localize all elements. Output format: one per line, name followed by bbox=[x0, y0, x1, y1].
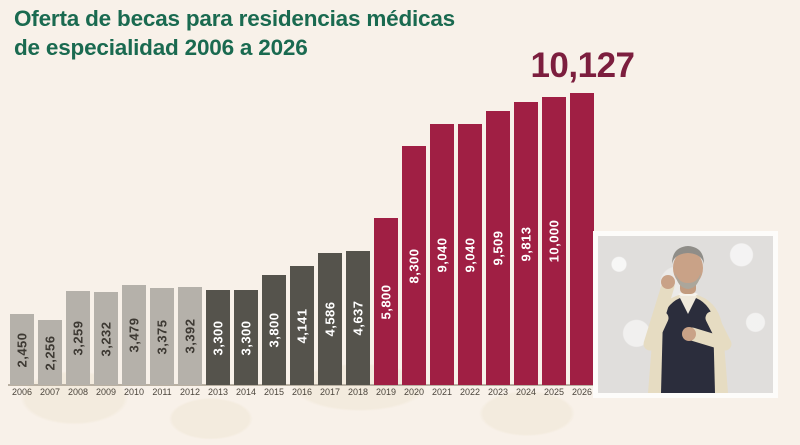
bar-2014: 3,300 bbox=[234, 290, 258, 385]
x-axis-tick-2012: 2012 bbox=[179, 387, 201, 397]
bar-2011: 3,375 bbox=[150, 288, 174, 385]
bar-2025: 10,000 bbox=[542, 97, 566, 385]
bar-2020: 8,300 bbox=[402, 146, 426, 385]
bar-column-2012: 3,392 2012 bbox=[178, 287, 202, 399]
bar-column-2014: 3,300 2014 bbox=[234, 290, 258, 399]
bar-column-2015: 3,800 2015 bbox=[262, 275, 286, 399]
bar-value-label-2021: 9,040 bbox=[434, 236, 450, 273]
bar-value-label-2015: 3,800 bbox=[266, 312, 282, 348]
chart-title-line1: Oferta de becas para residencias médicas bbox=[14, 6, 455, 31]
x-axis-tick-2026: 2026 bbox=[571, 387, 593, 397]
bar-value-label-2006: 2,450 bbox=[14, 331, 30, 368]
bar-2017: 4,586 bbox=[318, 253, 342, 385]
bar-value-label-2019: 5,800 bbox=[378, 283, 394, 320]
bar-column-2018: 4,637 2018 bbox=[346, 251, 370, 399]
x-axis-tick-2022: 2022 bbox=[459, 387, 481, 397]
x-axis-line bbox=[8, 384, 597, 386]
bar-column-2009: 3,232 2009 bbox=[94, 292, 118, 399]
x-axis-tick-2010: 2010 bbox=[123, 387, 145, 397]
chart-title: Oferta de becas para residencias médicas… bbox=[14, 5, 455, 63]
bar-value-label-2020: 8,300 bbox=[406, 247, 422, 284]
x-axis-tick-2015: 2015 bbox=[263, 387, 285, 397]
x-axis-tick-2006: 2006 bbox=[11, 387, 33, 397]
x-axis-tick-2017: 2017 bbox=[319, 387, 341, 397]
chart-title-line2: de especialidad 2006 a 2026 bbox=[14, 34, 308, 60]
bar-column-2013: 3,300 2013 bbox=[206, 290, 230, 399]
bar-2022: 9,040 bbox=[458, 124, 482, 385]
bar-value-label-2008: 3,259 bbox=[70, 320, 86, 356]
bar-column-2007: 2,256 2007 bbox=[38, 320, 62, 399]
x-axis-tick-2019: 2019 bbox=[375, 387, 397, 397]
bar-value-label-2022: 9,040 bbox=[462, 236, 478, 273]
bar-2012: 3,392 bbox=[178, 287, 202, 385]
x-axis-tick-2009: 2009 bbox=[95, 387, 117, 397]
bar-value-label-2009: 3,232 bbox=[98, 320, 114, 357]
bar-column-2011: 3,375 2011 bbox=[150, 288, 174, 399]
bar-2024: 9,813 bbox=[514, 102, 538, 385]
bar-column-2016: 4,141 2016 bbox=[290, 266, 314, 399]
x-axis-tick-2007: 2007 bbox=[39, 387, 61, 397]
bar-column-2020: 8,300 2020 bbox=[402, 146, 426, 399]
x-axis-tick-2018: 2018 bbox=[347, 387, 369, 397]
bar-value-label-2011: 3,375 bbox=[154, 318, 170, 355]
x-axis-tick-2025: 2025 bbox=[543, 387, 565, 397]
x-axis-tick-2023: 2023 bbox=[487, 387, 509, 397]
bar-column-2021: 9,040 2021 bbox=[430, 124, 454, 399]
bar-value-label-2013: 3,300 bbox=[210, 319, 226, 356]
interpreter-backdrop bbox=[598, 236, 773, 393]
bar-2010: 3,479 bbox=[122, 285, 146, 385]
bar-column-2025: 10,000 2025 bbox=[542, 97, 566, 399]
bar-column-2024: 9,813 2024 bbox=[514, 102, 538, 399]
x-axis-tick-2024: 2024 bbox=[515, 387, 537, 397]
bar-value-label-2016: 4,141 bbox=[294, 307, 310, 344]
x-axis-tick-2014: 2014 bbox=[235, 387, 257, 397]
x-axis-tick-2016: 2016 bbox=[291, 387, 313, 397]
bar-2013: 3,300 bbox=[206, 290, 230, 385]
bar-2015: 3,800 bbox=[262, 275, 286, 385]
bar-column-2010: 3,479 2010 bbox=[122, 285, 146, 399]
x-axis-tick-2008: 2008 bbox=[67, 387, 89, 397]
x-axis-tick-2011: 2011 bbox=[152, 387, 172, 397]
highlight-value: 10,127 bbox=[530, 46, 635, 85]
sign-language-interpreter-illustration bbox=[643, 246, 732, 393]
x-axis-tick-2013: 2013 bbox=[207, 387, 229, 397]
bar-column-2023: 9,509 2023 bbox=[486, 111, 510, 399]
bar-column-2022: 9,040 2022 bbox=[458, 124, 482, 399]
bar-column-2008: 3,259 2008 bbox=[66, 291, 90, 399]
bar-value-label-2017: 4,586 bbox=[322, 301, 338, 337]
bar-2021: 9,040 bbox=[430, 124, 454, 385]
bar-column-2017: 4,586 2017 bbox=[318, 253, 342, 399]
bar-column-2026: 2026 bbox=[570, 93, 594, 399]
x-axis-tick-2021: 2021 bbox=[431, 387, 453, 397]
bar-2007: 2,256 bbox=[38, 320, 62, 385]
bar-value-label-2007: 2,256 bbox=[42, 334, 58, 371]
x-axis-tick-2020: 2020 bbox=[403, 387, 425, 397]
bar-value-label-2014: 3,300 bbox=[238, 319, 254, 356]
bar-2009: 3,232 bbox=[94, 292, 118, 385]
bar-2019: 5,800 bbox=[374, 218, 398, 385]
bar-value-label-2023: 9,509 bbox=[490, 230, 506, 266]
bar-value-label-2012: 3,392 bbox=[182, 318, 198, 354]
bar-column-2019: 5,800 2019 bbox=[374, 218, 398, 399]
bar-column-2006: 2,450 2006 bbox=[10, 314, 34, 399]
bar-2008: 3,259 bbox=[66, 291, 90, 385]
bar-2018: 4,637 bbox=[346, 251, 370, 385]
bar-value-label-2024: 9,813 bbox=[518, 225, 534, 262]
bar-2006: 2,450 bbox=[10, 314, 34, 385]
sign-language-interpreter-video bbox=[593, 231, 778, 398]
bar-value-label-2025: 10,000 bbox=[546, 219, 562, 263]
bar-chart: 2,450 2006 2,256 2007 3,259 2008 3,232 2009 3,47… bbox=[10, 93, 594, 399]
bar-value-label-2018: 4,637 bbox=[350, 300, 366, 336]
bar-value-label-2010: 3,479 bbox=[126, 317, 142, 353]
bar-2016: 4,141 bbox=[290, 266, 314, 385]
bar-2026 bbox=[570, 93, 594, 385]
bar-2023: 9,509 bbox=[486, 111, 510, 385]
